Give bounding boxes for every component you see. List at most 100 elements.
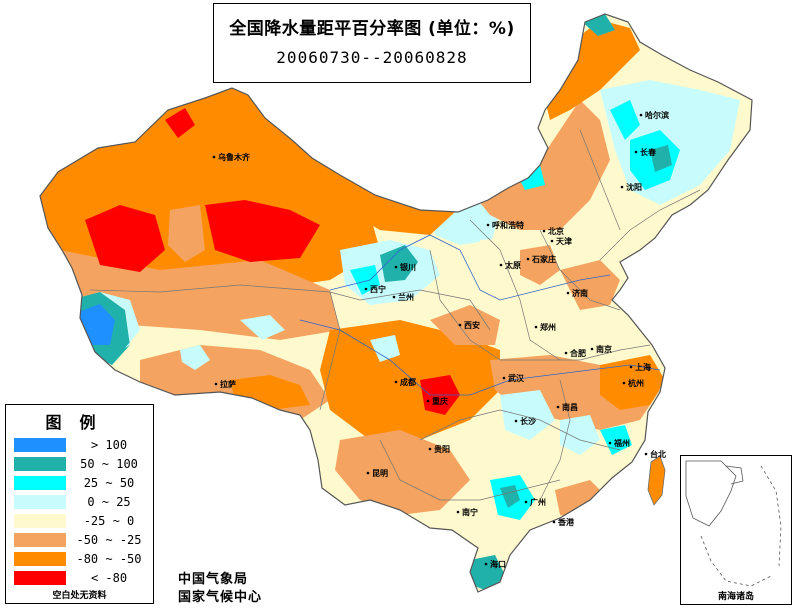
city-marker [629, 365, 633, 369]
legend-item: -80 ~ -50 [11, 551, 151, 567]
legend-swatch [14, 533, 66, 547]
map-title-box: 全国降水量距平百分率图 (单位：%) 20060730--20060828 [213, 3, 531, 83]
legend-swatch [14, 457, 66, 471]
city-label: 南宁 [462, 507, 478, 517]
date-range: 20060730--20060828 [276, 48, 468, 67]
city-marker [364, 287, 368, 291]
legend-item: 50 ~ 100 [11, 456, 151, 472]
legend-item: 25 ~ 50 [11, 475, 151, 491]
city-marker [526, 257, 530, 261]
legend-title: 图例 [45, 413, 114, 432]
city-label: 沈阳 [626, 182, 642, 192]
legend-note: 空白处无资料 [52, 591, 107, 601]
city-label: 北京 [548, 226, 564, 236]
inset-map [685, 460, 782, 587]
city-marker [524, 500, 528, 504]
legend-item: -50 ~ -25 [11, 532, 151, 548]
city-label: 广州 [530, 497, 546, 507]
city-label: 上海 [635, 362, 651, 372]
legend-label: -25 ~ 0 [83, 514, 135, 528]
south-china-sea-inset: 南海诸岛 [680, 455, 792, 605]
legend-swatch [14, 514, 66, 528]
legend-label: 25 ~ 50 [83, 476, 135, 490]
city-label: 杭州 [628, 378, 644, 388]
legend: 图例 > 100 50 ~ 100 25 ~ 50 0 ~ 25 -25 ~ 0 -50 … [5, 404, 154, 604]
city-marker [392, 295, 396, 299]
legend-label: -50 ~ -25 [76, 533, 142, 547]
legend-item: 0 ~ 25 [11, 494, 151, 510]
city-marker [394, 380, 398, 384]
city-label: 合肥 [569, 348, 586, 358]
city-label: 哈尔滨 [645, 110, 669, 120]
city-marker [542, 229, 546, 233]
city-label: 长春 [640, 147, 656, 157]
city-marker [502, 376, 506, 380]
city-marker [212, 155, 216, 159]
agency-line2: 国家气候中心 [178, 590, 263, 605]
legend-label: 0 ~ 25 [87, 495, 131, 509]
city-label: 南昌 [562, 402, 578, 412]
legend-item: < -80 [11, 570, 151, 586]
city-marker [458, 323, 462, 327]
city-label: 贵阳 [434, 444, 450, 454]
city-marker [428, 447, 432, 451]
city-label: 济南 [572, 288, 588, 298]
city-label: 昆明 [372, 468, 388, 478]
legend-label: 50 ~ 100 [80, 457, 138, 471]
city-label: 海口 [490, 559, 506, 569]
city-label: 香港 [557, 517, 575, 527]
city-label: 乌鲁木齐 [218, 152, 251, 162]
city-marker [622, 381, 626, 385]
city-marker [639, 113, 643, 117]
city-marker [566, 291, 570, 295]
city-label: 兰州 [398, 292, 414, 302]
legend-swatch [14, 476, 66, 490]
city-marker [514, 419, 518, 423]
city-label: 西宁 [370, 284, 386, 294]
city-marker [426, 399, 430, 403]
city-label: 福州 [613, 438, 630, 448]
city-marker [456, 510, 460, 514]
map-title: 全国降水量距平百分率图 (单位：%) [229, 19, 515, 39]
city-label: 拉萨 [220, 379, 236, 389]
legend-swatch [14, 552, 66, 566]
city-marker [394, 265, 398, 269]
city-label: 成都 [400, 377, 416, 387]
city-marker [644, 452, 648, 456]
city-marker [590, 347, 594, 351]
city-marker [556, 405, 560, 409]
city-label: 南京 [596, 344, 612, 354]
city-marker [499, 263, 503, 267]
city-label: 太原 [504, 260, 521, 270]
city-label: 天津 [556, 236, 572, 246]
legend-swatch [14, 495, 66, 509]
city-label: 银川 [399, 262, 416, 272]
city-marker [366, 471, 370, 475]
city-label: 西安 [464, 320, 480, 330]
legend-label: -80 ~ -50 [76, 552, 142, 566]
legend-label: > 100 [90, 438, 128, 452]
city-marker [564, 351, 568, 355]
city-label: 郑州 [540, 322, 556, 332]
city-marker [486, 223, 490, 227]
city-marker [550, 239, 554, 243]
city-label: 台北 [650, 449, 666, 459]
legend-swatch [14, 571, 66, 585]
city-marker [534, 325, 538, 329]
city-label: 武汉 [508, 373, 525, 383]
city-label: 长沙 [520, 416, 536, 426]
city-marker [608, 441, 612, 445]
city-marker [620, 185, 624, 189]
legend-label: < -80 [90, 571, 128, 585]
city-marker [552, 520, 556, 524]
legend-swatch [14, 438, 66, 452]
legend-item: -25 ~ 0 [11, 513, 151, 529]
city-label: 呼和浩特 [492, 220, 524, 230]
legend-item: > 100 [11, 437, 151, 453]
city-label: 重庆 [432, 396, 448, 406]
city-marker [214, 382, 218, 386]
city-marker [634, 150, 638, 154]
agency-line1: 中国气象局 [178, 572, 249, 587]
